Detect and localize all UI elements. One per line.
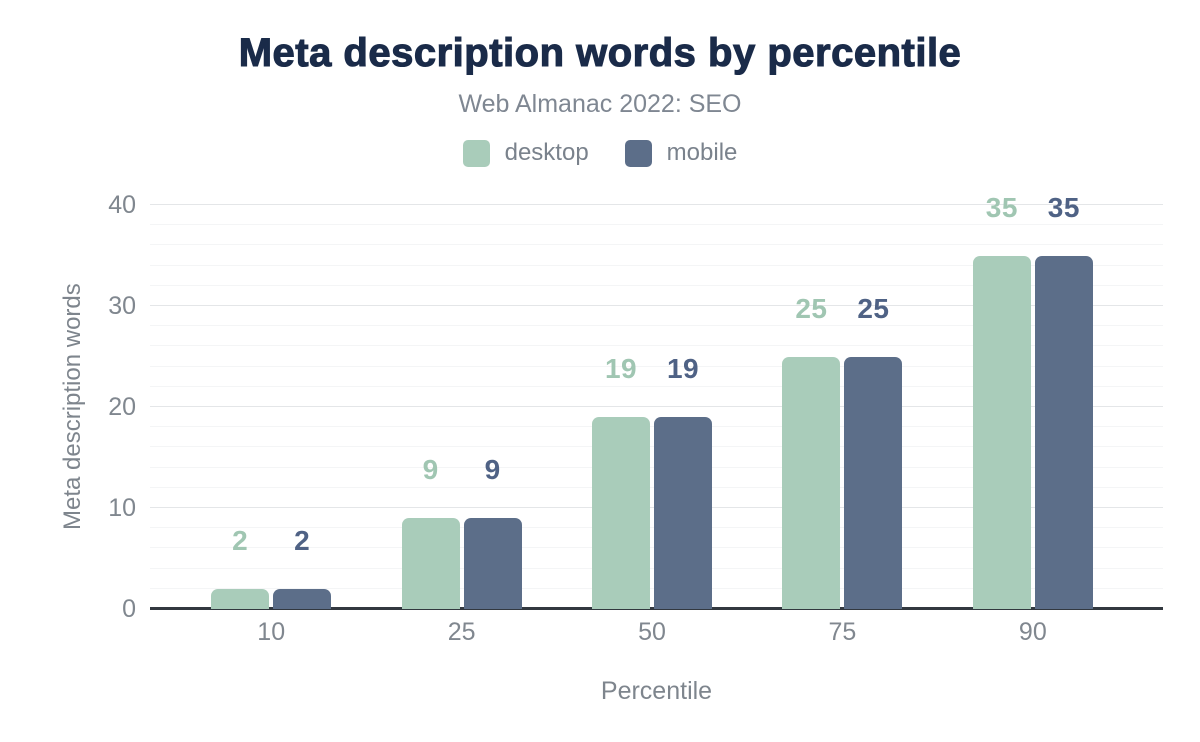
bar-value-label: 19 [666, 353, 700, 385]
bar-mobile[interactable] [273, 588, 332, 609]
x-tick-label: 50 [638, 618, 666, 646]
x-tick-label: 75 [828, 618, 857, 646]
bar-desktop[interactable] [782, 356, 841, 609]
y-axis-tick-labels: 0 10 20 30 40 [0, 192, 136, 622]
x-tick-label: 90 [1018, 618, 1047, 646]
x-axis-tick-labels: 10 25 50 75 90 [150, 618, 1163, 647]
bar-column: 25 [844, 205, 903, 609]
y-tick-label: 20 [108, 393, 136, 421]
bar-group: 35 35 [938, 193, 1128, 609]
gridline-minor [150, 325, 1163, 327]
bar-column: 9 [463, 205, 522, 609]
bar-column: 35 [1034, 193, 1093, 609]
gridline-minor [150, 284, 1163, 286]
legend-label: desktop [504, 139, 589, 166]
y-tick-label: 10 [108, 494, 136, 522]
y-tick-label: 40 [108, 191, 136, 219]
gridline-minor [150, 345, 1163, 347]
chart-title: Meta description words by percentile [238, 30, 962, 75]
bar-column: 19 [592, 205, 651, 609]
bar-value-label: 35 [985, 191, 1018, 223]
gridline-major [150, 204, 1163, 205]
bar-group: 25 25 [747, 205, 937, 609]
y-tick-label: 0 [122, 595, 136, 623]
gridline-minor [150, 224, 1163, 226]
bar-value-label: 2 [294, 524, 311, 556]
bar-value-label: 9 [422, 454, 439, 486]
x-axis-title: Percentile [600, 677, 713, 705]
bar-column: 2 [211, 205, 270, 609]
bar-mobile[interactable] [1034, 255, 1093, 609]
legend-label: mobile [666, 139, 738, 166]
bar-desktop[interactable] [401, 518, 460, 609]
bar-column: 9 [401, 205, 460, 609]
legend: desktop mobile [0, 139, 1200, 167]
bar-groups: 2 2 9 9 19 19 25 25 35 35 [150, 193, 1163, 609]
bar-column: 25 [782, 205, 841, 609]
gridline-minor [150, 385, 1163, 387]
bar-desktop[interactable] [592, 417, 651, 609]
legend-swatch-desktop [462, 139, 490, 167]
bar-mobile[interactable] [463, 518, 522, 609]
bar-value-label: 9 [484, 454, 501, 486]
plot-area: 2 2 9 9 19 19 25 25 35 35 [150, 193, 1163, 610]
bar-column: 2 [273, 205, 332, 609]
bar-desktop[interactable] [972, 255, 1031, 609]
bar-column: 19 [654, 205, 713, 609]
bar-value-label: 35 [1047, 191, 1080, 223]
legend-swatch-mobile [624, 139, 652, 167]
gridline-major [150, 406, 1163, 407]
legend-item-desktop[interactable]: desktop [462, 139, 589, 167]
gridline-minor [150, 365, 1163, 367]
gridline-major [150, 305, 1163, 306]
x-tick-label: 25 [447, 618, 476, 646]
bar-value-label: 19 [604, 353, 638, 385]
bar-mobile[interactable] [844, 356, 903, 609]
bar-group: 19 19 [557, 205, 747, 609]
gridline-minor [150, 244, 1163, 246]
legend-item-mobile[interactable]: mobile [624, 139, 738, 167]
chart-subtitle: Web Almanac 2022: SEO [458, 90, 742, 118]
bar-value-label: 2 [232, 524, 249, 556]
bar-value-label: 25 [795, 292, 828, 324]
bar-mobile[interactable] [654, 417, 713, 609]
bar-desktop[interactable] [211, 588, 270, 609]
bar-column: 35 [972, 193, 1031, 609]
gridline-minor [150, 264, 1163, 266]
bar-value-label: 25 [857, 292, 890, 324]
y-tick-label: 30 [108, 292, 136, 320]
x-tick-label: 10 [257, 618, 286, 646]
